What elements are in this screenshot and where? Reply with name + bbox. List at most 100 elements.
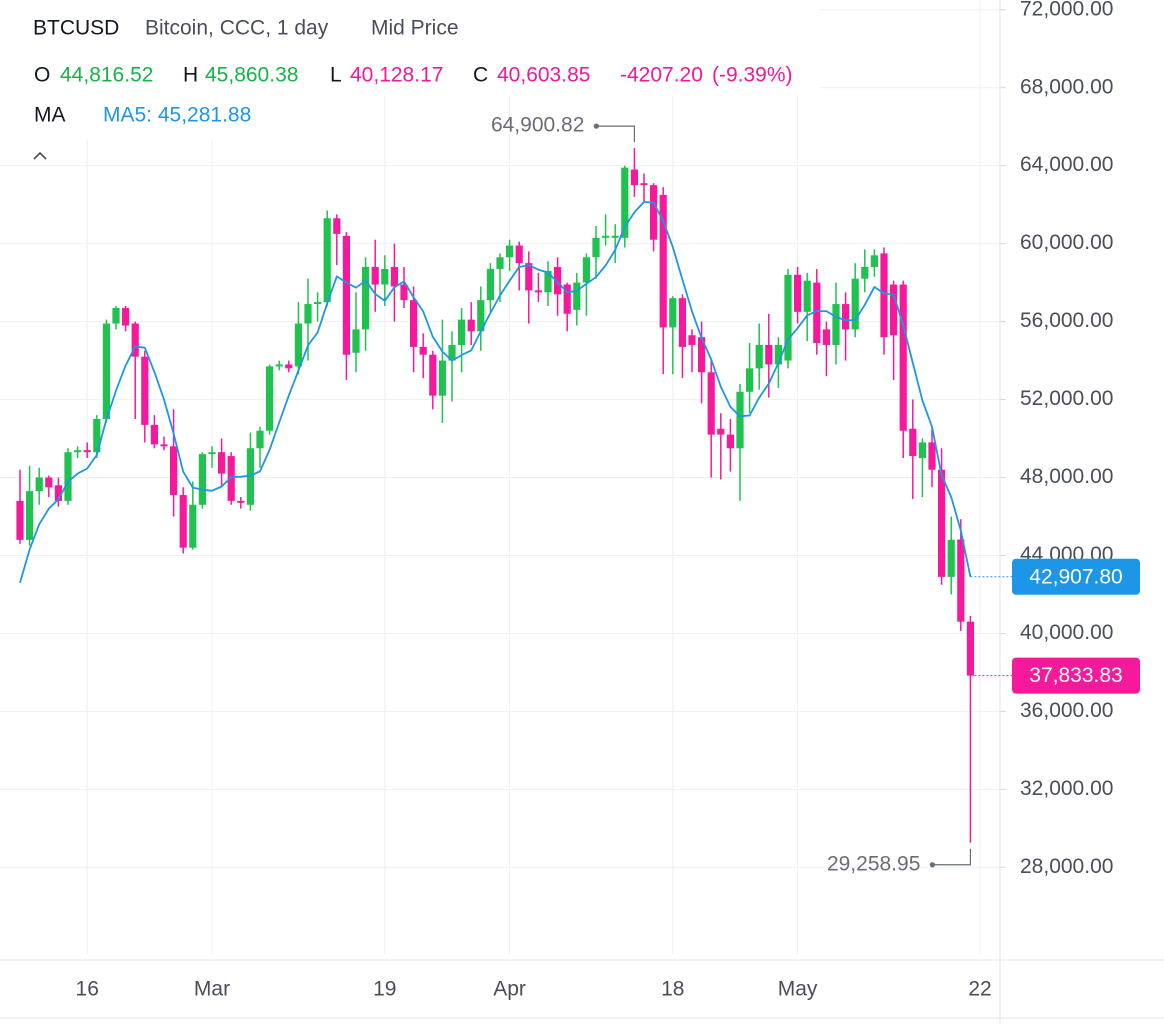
- low-value: 40,128.17: [350, 64, 443, 87]
- candle-body: [765, 344, 773, 365]
- candle-body: [506, 245, 514, 258]
- collapse-icon[interactable]: [33, 151, 47, 160]
- indicator-value: MA5: 45,281.88: [103, 104, 251, 127]
- candle-body: [890, 284, 898, 336]
- candle-body: [83, 450, 91, 453]
- y-tick-label: 64,000.00: [1020, 153, 1113, 176]
- candle-body: [630, 169, 638, 186]
- x-tick-label: Apr: [493, 978, 526, 1001]
- candle-body: [554, 267, 562, 295]
- high-value: 45,860.38: [205, 64, 298, 87]
- candle-body: [621, 167, 629, 238]
- candle-body: [861, 267, 869, 279]
- y-tick-label: 28,000.00: [1020, 855, 1113, 878]
- candle-body: [688, 335, 696, 345]
- candle-body: [525, 263, 533, 291]
- change-value: -4207.20: [620, 64, 703, 87]
- candle-body: [592, 237, 600, 258]
- candle-body: [458, 319, 466, 345]
- candle-body: [573, 282, 581, 310]
- candle-body: [477, 300, 485, 332]
- candle-body: [246, 448, 254, 505]
- candle-body: [870, 255, 878, 268]
- candle-body: [928, 442, 936, 470]
- candle-body: [179, 495, 187, 548]
- symbol: BTCUSD: [33, 17, 119, 40]
- candle-body: [112, 307, 120, 324]
- candle-body: [880, 253, 888, 338]
- candle-body: [333, 218, 341, 234]
- candle-body: [784, 274, 792, 361]
- annotation-label: 29,258.95: [827, 852, 920, 875]
- candle-body: [122, 307, 130, 326]
- candle-body: [275, 364, 283, 367]
- candle-body: [678, 298, 686, 347]
- candle-body: [93, 419, 101, 453]
- candle-body: [909, 428, 917, 457]
- candle-body: [544, 270, 552, 293]
- candle-body: [150, 424, 158, 445]
- candle-body: [294, 323, 302, 367]
- ma-line: [19, 201, 972, 583]
- candle-body: [189, 504, 197, 548]
- annotation-label: 64,900.82: [491, 114, 584, 137]
- y-tick-label: 52,000.00: [1020, 387, 1113, 410]
- x-tick-label: 19: [373, 978, 396, 1001]
- candle-body: [266, 366, 274, 431]
- price-tag-label: 37,833.83: [1029, 664, 1122, 687]
- close-value: 40,603.85: [497, 64, 590, 87]
- candle-body: [563, 284, 571, 314]
- candle-body: [304, 304, 312, 324]
- open-value: 44,816.52: [60, 64, 153, 87]
- annotation-dot: [593, 123, 600, 129]
- candle-body: [966, 621, 974, 676]
- candle-body: [813, 282, 821, 344]
- candle-body: [419, 346, 427, 355]
- y-tick-label: 72,000.00: [1020, 0, 1113, 20]
- candle-body: [726, 434, 734, 449]
- indicator-title: MA: [34, 104, 66, 127]
- price-tag-label: 42,907.80: [1029, 565, 1122, 588]
- candle-body: [832, 304, 840, 345]
- y-tick-label: 48,000.00: [1020, 465, 1113, 488]
- annotation-dot: [929, 862, 936, 868]
- x-tick-label: 16: [76, 978, 99, 1001]
- candle-body: [822, 329, 830, 345]
- candle-body: [381, 268, 389, 285]
- candle-body: [26, 491, 34, 540]
- candle-body: [208, 452, 216, 455]
- candle-body: [957, 539, 965, 622]
- candle-body: [842, 304, 850, 330]
- legend-background: [0, 0, 820, 140]
- candle-body: [371, 267, 379, 285]
- y-tick-label: 56,000.00: [1020, 309, 1113, 332]
- candle-body: [611, 235, 619, 238]
- y-tick-label: 40,000.00: [1020, 621, 1113, 644]
- candle-body: [35, 477, 43, 492]
- y-tick-label: 32,000.00: [1020, 777, 1113, 800]
- open-label: O: [34, 64, 50, 87]
- candle-body: [218, 452, 226, 474]
- price-tag: [1012, 558, 1140, 595]
- candle-body: [717, 428, 725, 435]
- candle-body: [602, 235, 610, 238]
- candle-body: [390, 267, 398, 287]
- candle-body: [698, 337, 706, 373]
- candle-body: [323, 218, 331, 303]
- candle-body: [256, 430, 264, 449]
- candle-body: [131, 323, 139, 357]
- candle-body: [429, 354, 437, 396]
- candle-body: [400, 284, 408, 301]
- price-source: Mid Price: [371, 17, 459, 40]
- candle-body: [352, 329, 360, 353]
- candle-body: [342, 235, 350, 355]
- candle-body: [746, 368, 754, 392]
- x-tick-label: Mar: [194, 978, 230, 1001]
- price-tag: [1012, 657, 1140, 694]
- candle-body: [170, 446, 178, 496]
- candle-body: [160, 444, 168, 447]
- candle-body: [227, 456, 235, 501]
- candle-body: [64, 452, 72, 501]
